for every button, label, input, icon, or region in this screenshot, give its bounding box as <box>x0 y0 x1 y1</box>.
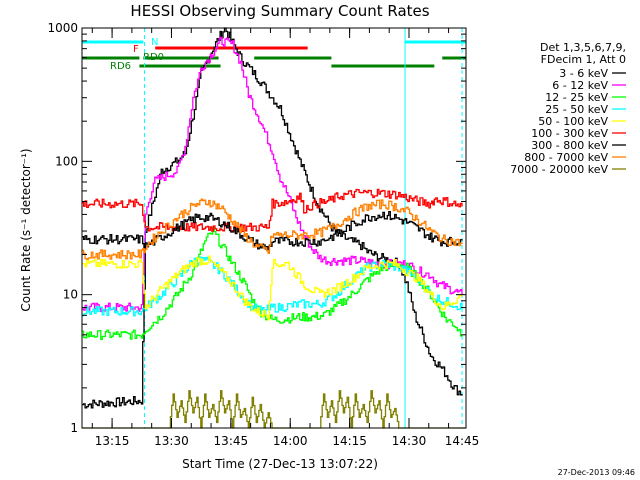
series-line-3 <box>82 256 463 317</box>
x-axis: 13:15 13:30 13:45 14:00 14:15 14:30 14:45 <box>91 28 480 448</box>
flag-label-rd0: RD0 <box>143 52 164 63</box>
legend-entry-label: 800 - 7000 keV <box>524 151 608 164</box>
x-axis-label: Start Time (27-Dec-13 13:07:22) <box>182 457 378 471</box>
series-line-7 <box>82 198 463 260</box>
series-line-5 <box>82 188 463 233</box>
legend: Det 1,3,5,6,7,9,FDecim 1, Att 03 - 6 keV… <box>510 41 626 176</box>
x-tick-label: 13:45 <box>214 434 249 448</box>
legend-entry-label: 100 - 300 keV <box>531 127 608 140</box>
legend-entry-label: 3 - 6 keV <box>559 67 608 80</box>
series-line-1 <box>82 36 463 313</box>
series-layer <box>82 27 466 429</box>
legend-entry-label: 12 - 25 keV <box>545 91 608 104</box>
flag-label-rd6: RD6 <box>110 61 131 72</box>
y-tick-label: 1 <box>70 421 78 435</box>
y-tick-label: 1000 <box>47 21 78 35</box>
legend-entry-label: 7000 - 20000 keV <box>510 163 608 176</box>
legend-entry-label: 6 - 12 keV <box>552 79 608 92</box>
vertical-markers <box>144 28 463 428</box>
legend-header-line: FDecim 1, Att 0 <box>541 53 626 66</box>
legend-entry-label: 300 - 800 keV <box>531 139 608 152</box>
x-tick-label: 14:15 <box>332 434 367 448</box>
flag-label-f: F <box>133 44 139 55</box>
x-tick-label: 14:00 <box>273 434 308 448</box>
legend-entry-label: 25 - 50 keV <box>545 103 608 116</box>
plot-frame <box>81 27 467 429</box>
legend-header-line: Det 1,3,5,6,7,9, <box>540 41 626 54</box>
timestamp: 27-Dec-2013 09:46 <box>558 468 635 477</box>
y-tick-label: 10 <box>63 288 78 302</box>
y-axis: 1 10 100 1000 <box>47 21 466 435</box>
x-tick-label: 13:15 <box>95 434 130 448</box>
series-line-4 <box>82 255 463 321</box>
flag-bars: N F RD0 RD6 <box>82 37 466 72</box>
x-tick-label: 14:30 <box>392 434 427 448</box>
x-tick-label: 13:30 <box>154 434 189 448</box>
y-axis-label: Count Rate (s⁻¹ detector⁻¹) <box>19 148 33 311</box>
legend-entry-label: 50 - 100 keV <box>538 115 608 128</box>
series-line-8 <box>82 390 466 429</box>
y-tick-label: 100 <box>55 154 78 168</box>
flag-label-n: N <box>151 37 158 48</box>
x-tick-label: 14:45 <box>445 434 480 448</box>
chart-title: HESSI Observing Summary Count Rates <box>130 2 429 20</box>
